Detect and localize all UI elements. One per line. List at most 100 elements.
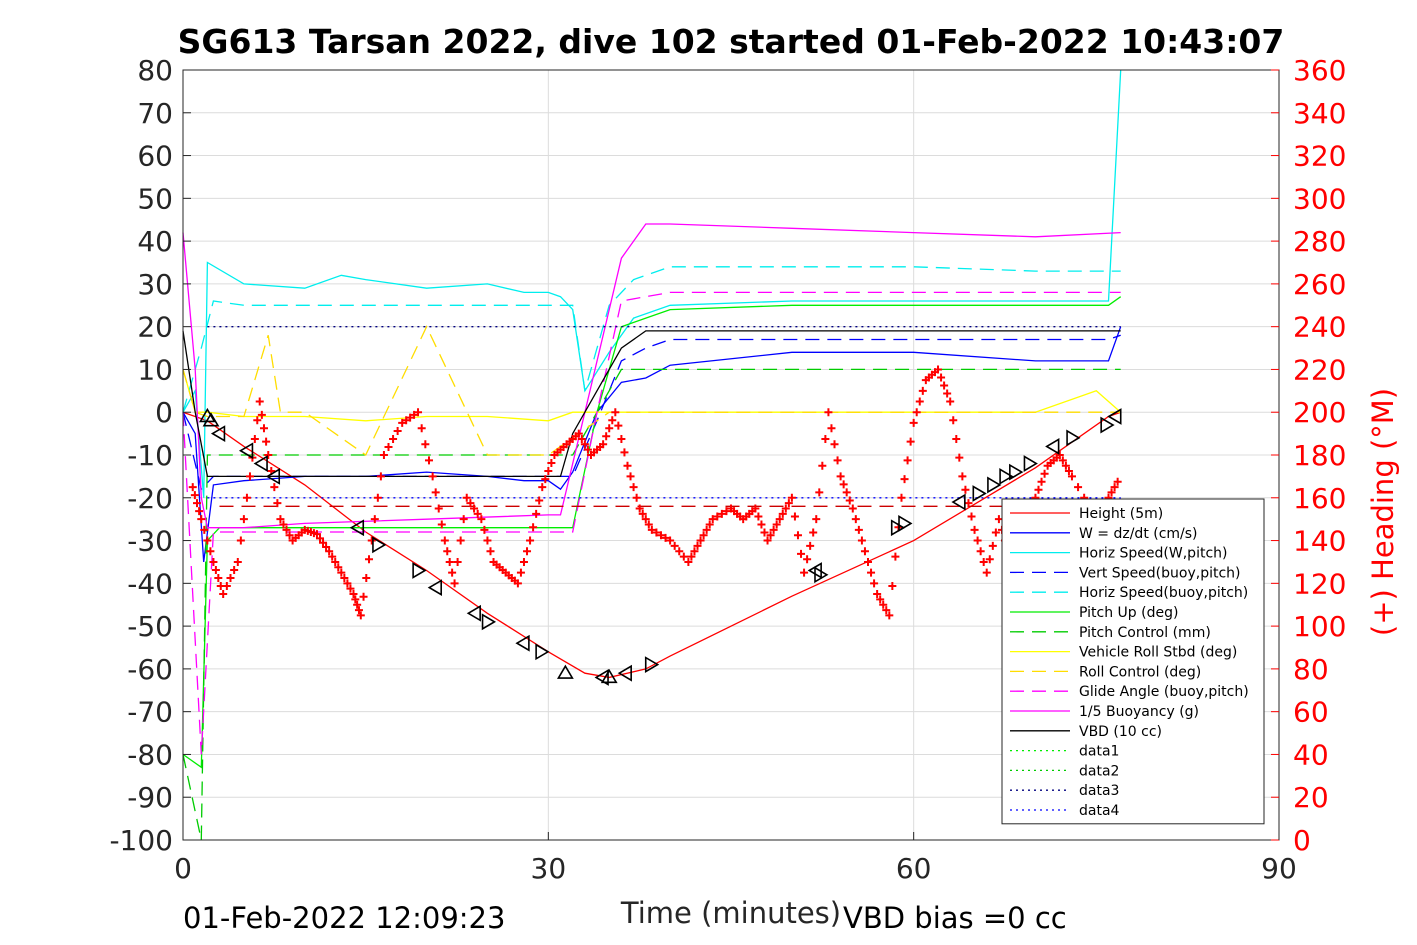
- y-tick-label: 80: [137, 54, 173, 87]
- series-line: [182, 296, 1122, 769]
- heading-point: [273, 499, 282, 508]
- chart-title: SG613 Tarsan 2022, dive 102 started 01-F…: [178, 22, 1285, 61]
- heading-point: [262, 437, 271, 446]
- heading-point: [870, 579, 879, 588]
- x-tick-label: 90: [1261, 852, 1297, 885]
- triangle-marker: [1045, 438, 1060, 455]
- heading-point: [882, 606, 891, 615]
- heading-point: [373, 493, 382, 502]
- heading-point: [574, 429, 583, 438]
- triangle-marker: [1023, 455, 1038, 472]
- heading-point: [580, 440, 589, 449]
- heading-point: [943, 389, 952, 398]
- heading-point: [453, 557, 462, 566]
- heading-point: [448, 568, 457, 577]
- heading-point: [684, 557, 693, 566]
- heading-point: [620, 448, 629, 457]
- heading-point: [421, 440, 430, 449]
- x-axis-ticks: 0 30 60 90: [174, 832, 1297, 885]
- y2-tick-label: 0: [1293, 824, 1311, 857]
- heading-point: [602, 432, 611, 441]
- heading-point: [1055, 451, 1064, 459]
- heading-point: [393, 426, 402, 435]
- heading-point: [370, 515, 379, 524]
- heading-point: [473, 509, 482, 518]
- heading-point: [915, 397, 924, 406]
- triangle-marker: [594, 669, 609, 686]
- y-tick-label: 50: [137, 182, 173, 215]
- heading-point: [848, 504, 857, 513]
- heading-point: [873, 590, 882, 599]
- heading-point: [827, 424, 836, 433]
- heading-point: [456, 536, 465, 545]
- heading-point: [337, 568, 346, 577]
- triangle-marker: [466, 604, 481, 622]
- y2-tick-label: 120: [1293, 567, 1346, 600]
- heading-point: [652, 528, 661, 537]
- heading-point: [547, 459, 556, 468]
- heading-point: [239, 515, 248, 524]
- heading-point: [226, 573, 235, 582]
- heading-point: [462, 493, 471, 502]
- triangle-marker: [951, 493, 966, 511]
- heading-point: [219, 590, 228, 599]
- legend-label: Horiz Speed(buoy,pitch): [1079, 585, 1248, 601]
- heading-point: [351, 595, 360, 604]
- heading-point: [809, 528, 818, 537]
- heading-point: [626, 472, 635, 481]
- heading-point: [879, 600, 888, 609]
- heading-point: [717, 509, 726, 518]
- triangle-marker: [1009, 463, 1024, 481]
- heading-point: [270, 483, 279, 492]
- series-line: [182, 223, 1121, 529]
- triangle-marker: [412, 562, 427, 579]
- y2-tick-label: 40: [1293, 738, 1329, 771]
- heading-point: [312, 530, 321, 539]
- heading-point: [379, 451, 388, 459]
- heading-point: [253, 416, 262, 425]
- heading-point: [778, 509, 787, 518]
- heading-point: [340, 573, 349, 582]
- heading-point: [316, 534, 324, 543]
- y-tick-label: -60: [127, 653, 173, 686]
- right-axis-ticks: 3603403203002802602402202001801601401201…: [1271, 54, 1346, 857]
- y2-tick-label: 300: [1293, 182, 1346, 215]
- heading-point: [666, 536, 675, 545]
- legend-label: Vehicle Roll Stbd (deg): [1079, 645, 1237, 661]
- heading-point: [696, 536, 705, 545]
- heading-point: [437, 520, 446, 529]
- y2-tick-label: 320: [1293, 140, 1346, 173]
- heading-point: [264, 451, 273, 459]
- heading-point: [912, 408, 921, 417]
- triangle-marker: [535, 643, 550, 661]
- heading-point: [647, 525, 656, 534]
- heading-point: [806, 541, 815, 550]
- heading-point: [800, 568, 809, 577]
- y-tick-label: -100: [109, 824, 173, 857]
- heading-point: [445, 557, 454, 566]
- heading-point: [973, 536, 982, 545]
- heading-point: [766, 531, 775, 540]
- heading-point: [763, 536, 772, 545]
- y2-tick-label: 180: [1293, 439, 1346, 472]
- heading-point: [857, 536, 866, 545]
- legend-label: W = dz/dt (cm/s): [1079, 526, 1198, 542]
- heading-point: [200, 525, 209, 534]
- y2-tick-label: 280: [1293, 225, 1346, 258]
- y2-tick-label: 60: [1293, 696, 1329, 729]
- heading-point: [523, 547, 532, 556]
- heading-point: [211, 565, 220, 574]
- y-tick-label: -80: [127, 738, 173, 771]
- heading-point: [376, 472, 385, 481]
- heading-point: [434, 504, 443, 513]
- heading-point: [760, 528, 769, 537]
- heading-point: [259, 424, 268, 433]
- heading-point: [797, 549, 806, 558]
- y2-tick-label: 160: [1293, 482, 1346, 515]
- series-line: [182, 326, 1122, 562]
- heading-point: [334, 563, 343, 572]
- heading-point: [417, 424, 426, 433]
- heading-point: [384, 442, 393, 451]
- heading-point: [906, 437, 915, 446]
- heading-point: [346, 584, 355, 593]
